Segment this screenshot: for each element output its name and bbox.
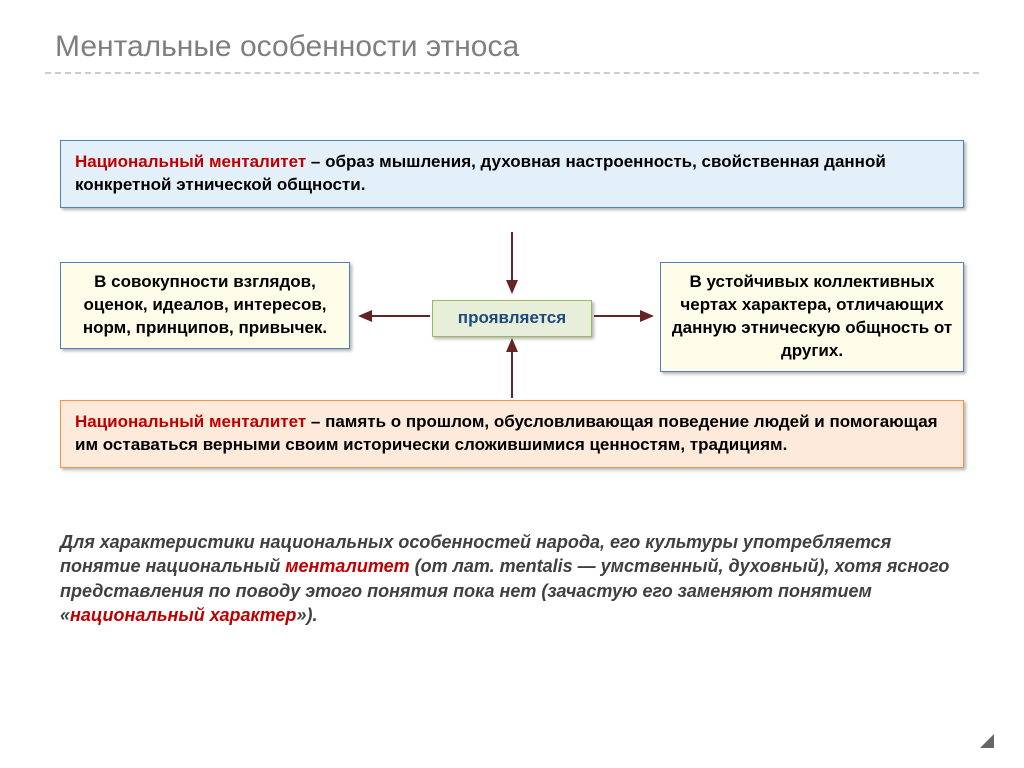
arrow-connectors xyxy=(0,0,1024,768)
footer-part3: »). xyxy=(296,605,317,625)
manifestation-box-right: В устойчивых коллективных чертах характе… xyxy=(660,262,964,372)
footer-hl1: менталитет xyxy=(285,556,409,576)
text-left: В совокупности взглядов, оценок, идеалов… xyxy=(83,272,327,337)
center-label-box: проявляется xyxy=(432,300,592,337)
corner-decoration xyxy=(980,734,994,748)
definition-box-bottom: Национальный менталитет – память о прошл… xyxy=(60,400,964,468)
term-top: Национальный менталитет xyxy=(75,152,306,171)
text-center: проявляется xyxy=(458,308,566,327)
title-divider xyxy=(45,72,979,74)
slide-title: Ментальные особенности этноса xyxy=(55,30,979,64)
footer-note: Для характеристики национальных особенно… xyxy=(60,530,964,627)
term-bottom: Национальный менталитет xyxy=(75,412,306,431)
manifestation-box-left: В совокупности взглядов, оценок, идеалов… xyxy=(60,262,350,349)
footer-hl2: национальный характер xyxy=(70,605,296,625)
definition-box-top: Национальный менталитет – образ мышления… xyxy=(60,140,964,208)
text-right: В устойчивых коллективных чертах характе… xyxy=(672,272,952,360)
